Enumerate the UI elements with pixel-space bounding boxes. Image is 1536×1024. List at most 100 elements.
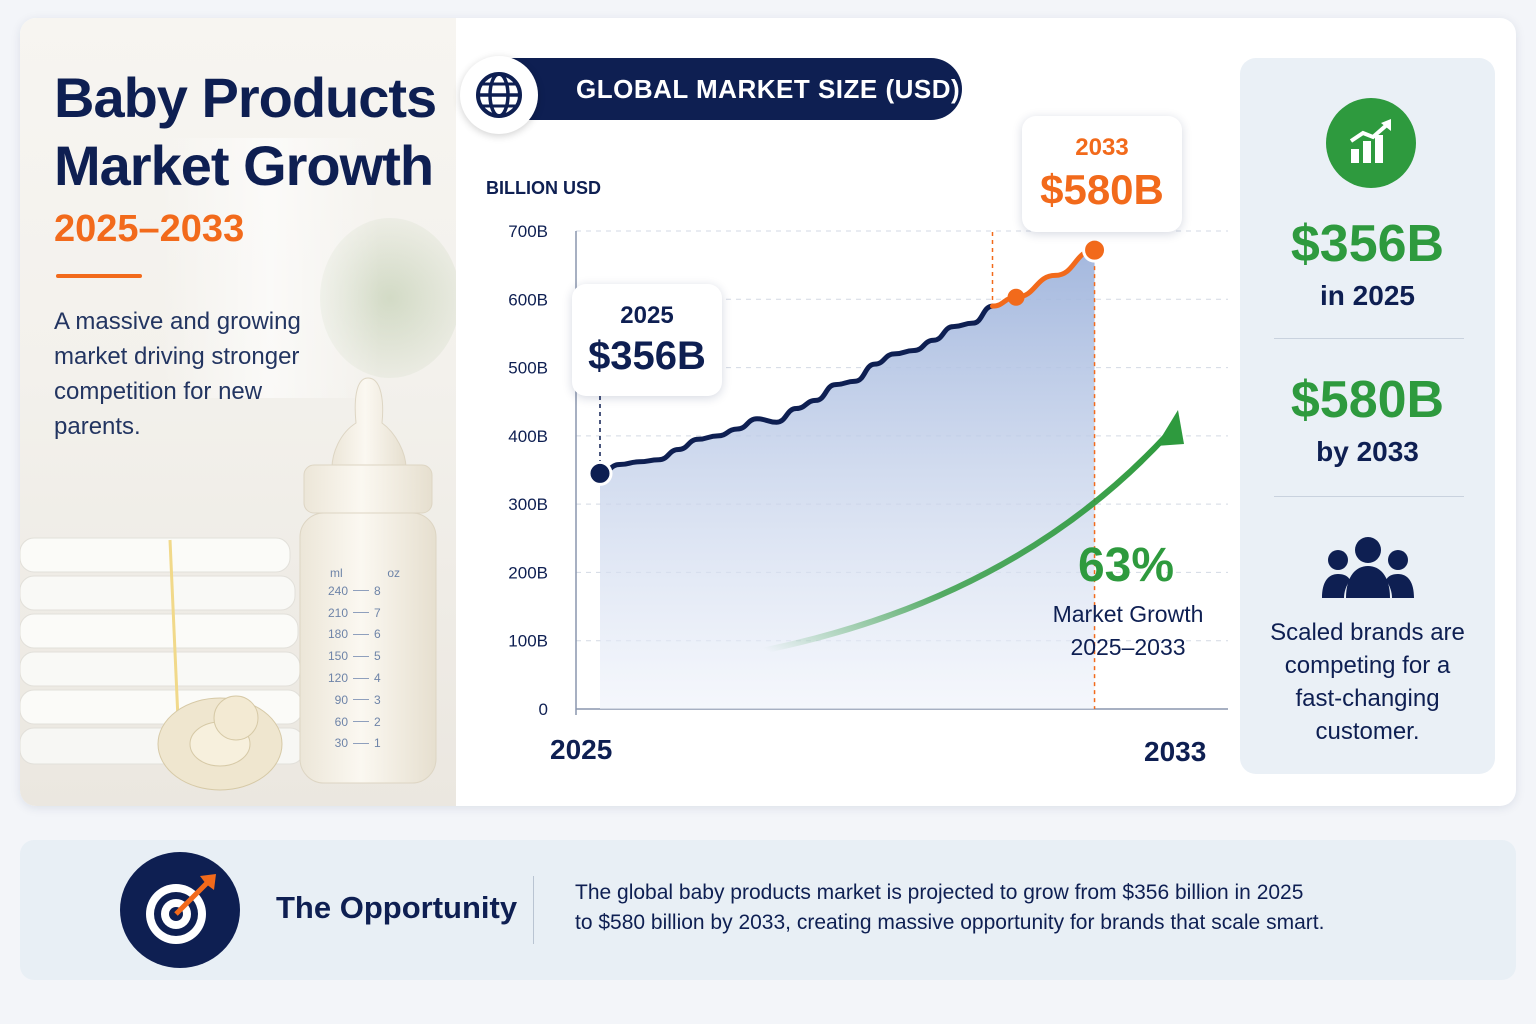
bottle-scale-marks: 240 8 210 7 180 6 150 5 120 4 90 3 60 2 30 1 bbox=[320, 580, 410, 754]
y-tick-label: 700B bbox=[508, 222, 548, 241]
bottle-oz-value: 3 bbox=[374, 692, 381, 707]
start-value-callout: 2025 $356B bbox=[572, 284, 722, 396]
chart-panel: GLOBAL MARKET SIZE (USD) BILLION USD 0 10… bbox=[456, 18, 1236, 806]
title-years: 2025–2033 bbox=[54, 208, 245, 250]
bottle-oz-label: oz bbox=[387, 566, 400, 580]
bottle-scale: ml oz 240 8 210 7 180 6 150 5 120 4 90 3 60 2 30 1 bbox=[320, 566, 410, 754]
y-tick-label: 0 bbox=[539, 700, 548, 719]
stat-label-2033: by 2033 bbox=[1316, 436, 1419, 467]
bottle-tick bbox=[353, 721, 369, 723]
background-window-blur bbox=[160, 138, 380, 398]
title-underline bbox=[56, 274, 142, 278]
title-line-1: Baby Products bbox=[54, 66, 437, 129]
area-fill bbox=[600, 250, 1095, 709]
bottle-ml-value: 90 bbox=[334, 692, 348, 707]
bottle-oz-value: 8 bbox=[374, 583, 381, 598]
stat-value-2025: $356B bbox=[1290, 215, 1445, 273]
hero-panel: Baby Products Market Growth 2025–2033 A … bbox=[20, 18, 456, 806]
bottle-scale-mark: 240 8 bbox=[320, 580, 410, 602]
bottle-ml-value: 120 bbox=[327, 671, 348, 686]
x-axis-start-label: 2025 bbox=[550, 734, 613, 765]
bottle-oz-value: 6 bbox=[374, 627, 381, 642]
y-tick-label: 600B bbox=[508, 290, 548, 309]
series-line bbox=[990, 247, 1098, 309]
bottle-ml-value: 180 bbox=[327, 627, 348, 642]
bottle-oz-value: 1 bbox=[374, 736, 381, 751]
bottle-ml-label: ml bbox=[330, 566, 343, 580]
stats-panel: $356B in 2025 $580B by 2033 Scaled brand… bbox=[1240, 58, 1495, 774]
bottle-scale-mark: 180 6 bbox=[320, 624, 410, 646]
bottle-tick bbox=[353, 612, 369, 614]
end-year: 2033 bbox=[1075, 134, 1129, 161]
growth-label-line-1: Market Growth bbox=[1052, 601, 1204, 627]
chart-title: GLOBAL MARKET SIZE (USD) bbox=[576, 74, 961, 104]
pacifier-image bbox=[157, 695, 283, 791]
start-value: $356B bbox=[588, 334, 706, 378]
bottle-scale-mark: 60 2 bbox=[320, 711, 410, 733]
infographic-card: Baby Products Market Growth 2025–2033 A … bbox=[20, 18, 1516, 806]
banner-title: The Opportunity bbox=[276, 890, 518, 925]
y-axis-unit-label: BILLION USD bbox=[486, 178, 601, 198]
y-tick-label: 100B bbox=[508, 632, 548, 651]
market-size-chart: 0 100B 200B 300B 400B 500B 600B 700B bbox=[508, 222, 1228, 719]
mid-point-marker bbox=[1007, 288, 1025, 306]
bottle-tick bbox=[353, 655, 369, 657]
y-axis-ticks: 0 100B 200B 300B 400B 500B 600B 700B bbox=[508, 222, 548, 719]
bottle-ml-value: 210 bbox=[327, 605, 348, 620]
bottle-tick bbox=[353, 742, 369, 744]
chart-header-pill bbox=[470, 58, 962, 120]
start-year: 2025 bbox=[620, 302, 674, 329]
end-value-callout: 2033 $580B bbox=[1022, 116, 1182, 232]
growth-label: Market Growth 2025–2033 bbox=[1018, 598, 1238, 664]
banner-text-line-2: to $580 billion by 2033, creating massiv… bbox=[575, 911, 1325, 934]
bottle-tick bbox=[353, 633, 369, 635]
stat-value-2033: $580B bbox=[1290, 371, 1445, 429]
bottle-oz-value: 2 bbox=[374, 714, 381, 729]
x-axis-end-label: 2033 bbox=[1144, 736, 1207, 767]
bottle-scale-mark: 90 3 bbox=[320, 689, 410, 711]
page-title: Baby Products Market Growth bbox=[54, 64, 437, 200]
title-line-2: Market Growth bbox=[54, 134, 434, 197]
chart-markers bbox=[587, 237, 1108, 486]
stat-label-2025: in 2025 bbox=[1320, 280, 1415, 311]
y-tick-label: 400B bbox=[508, 427, 548, 446]
bottle-ml-value: 240 bbox=[327, 583, 348, 598]
bottle-scale-mark: 150 5 bbox=[320, 645, 410, 667]
series-line bbox=[597, 303, 995, 476]
start-point-marker bbox=[587, 460, 613, 486]
baby-bottle-image bbox=[299, 377, 437, 784]
growth-label-line-2: 2025–2033 bbox=[1070, 634, 1186, 660]
y-tick-label: 500B bbox=[508, 359, 548, 378]
growth-arrow-head bbox=[1156, 410, 1184, 446]
trending-up-icon bbox=[1349, 119, 1391, 163]
banner-text: The global baby products market is proje… bbox=[575, 878, 1475, 938]
y-tick-label: 300B bbox=[508, 495, 548, 514]
bottle-tick bbox=[353, 590, 369, 592]
trend-icon-badge bbox=[1326, 98, 1416, 188]
stats-divider-2 bbox=[1274, 496, 1464, 497]
people-icon bbox=[1322, 537, 1414, 598]
bottle-tick bbox=[353, 699, 369, 701]
stats-panel-text: Scaled brands are competing for a fast-c… bbox=[1270, 619, 1465, 745]
chart-series bbox=[597, 247, 1098, 709]
globe-icon-badge bbox=[460, 56, 538, 134]
growth-arrow bbox=[763, 433, 1169, 653]
end-point-marker bbox=[1082, 237, 1108, 263]
bottle-oz-value: 5 bbox=[374, 649, 381, 664]
y-tick-label: 200B bbox=[508, 563, 548, 582]
bottle-scale-mark: 30 1 bbox=[320, 733, 410, 755]
opportunity-banner: The Opportunity The global baby products… bbox=[20, 840, 1516, 980]
hero-description: A massive and growing market driving str… bbox=[54, 308, 301, 440]
bottle-oz-value: 7 bbox=[374, 605, 381, 620]
target-icon-badge bbox=[120, 852, 240, 968]
growth-percent: 63% bbox=[1077, 539, 1175, 592]
bottle-tick bbox=[353, 677, 369, 679]
target-icon bbox=[146, 874, 216, 944]
bottle-scale-mark: 120 4 bbox=[320, 667, 410, 689]
bottle-ml-value: 150 bbox=[327, 649, 348, 664]
bottle-ml-value: 30 bbox=[334, 736, 348, 751]
stats-divider-1 bbox=[1274, 338, 1464, 339]
bottle-oz-value: 4 bbox=[374, 671, 381, 686]
bottle-scale-mark: 210 7 bbox=[320, 602, 410, 624]
banner-text-line-1: The global baby products market is proje… bbox=[575, 881, 1304, 904]
